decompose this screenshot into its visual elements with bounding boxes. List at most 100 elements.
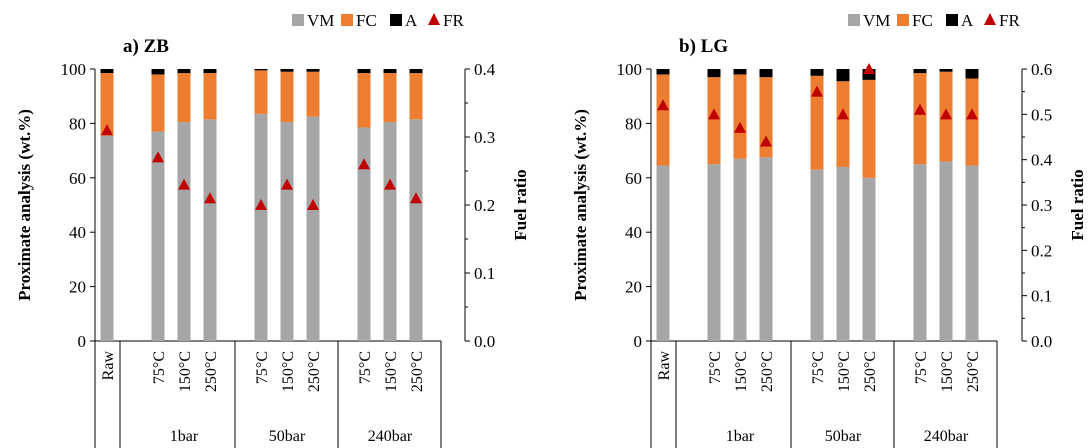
panel-title: a) ZB [123,36,169,57]
y2-tick-label: 0.2 [1031,241,1052,260]
fr-marker-7 [358,158,370,170]
y2-tick-label: 0.1 [1031,287,1052,306]
bar-vm-6 [306,116,320,341]
y2-tick-label: 0.3 [1031,196,1052,215]
legend-swatch-vm [848,14,860,26]
category-label: 150°C [733,351,750,392]
bar-a-5 [280,69,294,72]
y2-tick-label: 0.0 [474,332,495,351]
bar-fc-1 [151,74,165,132]
fr-marker-0 [101,124,113,136]
y-axis-title: Proximate analysis (wt.%) [15,109,34,301]
legend-swatch-fr [984,13,996,25]
fr-marker-6 [307,199,319,210]
y2-tick-label: 0.4 [1031,151,1053,170]
y-tick-label: 100 [61,60,87,79]
legend: VM FC A FR [292,11,464,30]
bar-fc-0 [656,74,670,166]
category-label: 150°C [280,351,297,392]
category-label: 250°C [759,351,776,392]
fr-marker-4 [811,85,823,97]
fr-marker-1 [708,108,720,120]
fr-marker-6 [863,63,875,74]
bar-a-6 [862,69,876,80]
legend-swatch-fc [341,14,353,26]
bar-a-2 [733,69,747,75]
bar-a-3 [759,69,773,78]
category-label: 250°C [965,351,982,392]
bar-vm-6 [862,177,876,341]
legend-swatch-a [390,14,402,26]
category-label: 75°C [151,351,168,384]
bar-a-4 [254,69,268,71]
y-tick-label: 40 [625,223,642,242]
fr-marker-2 [178,178,190,190]
bar-a-5 [836,69,850,82]
fr-marker-8 [940,108,952,120]
fr-marker-5 [837,108,849,120]
bar-vm-3 [759,157,773,341]
category-label: 150°C [383,351,400,392]
category-label: Raw [100,351,117,381]
legend-label-fr: FR [443,11,464,30]
fr-marker-1 [152,151,164,163]
bar-a-1 [707,69,721,78]
y2-tick-label: 0.4 [474,60,496,79]
y2-tick-label: 0.0 [1031,332,1052,351]
legend-label-a: A [961,11,974,30]
category-label: 250°C [203,351,220,392]
bar-a-3 [203,69,217,74]
bar-vm-5 [280,122,294,341]
bar-a-2 [177,69,191,74]
bar-vm-9 [409,119,423,341]
y-tick-label: 0 [634,332,643,351]
fr-marker-8 [384,178,396,190]
bar-fc-6 [862,79,876,178]
chart-panel-1: b) LG 0 20 40 60 80 100 0.0 0.1 0.2 0.3 0.4 0.5 0.6 Ra… [571,11,1087,448]
y2-tick-label: 0.5 [1031,105,1052,124]
group-label: 1bar [726,428,755,445]
y2-tick-label: 0.6 [1031,60,1052,79]
category-label: 250°C [409,351,426,392]
group-label: 50bar [825,428,862,445]
category-label: 150°C [939,351,956,392]
bar-vm-7 [357,127,371,341]
y-tick-label: 20 [625,278,642,297]
bar-a-8 [383,69,397,74]
bar-a-0 [100,69,114,74]
legend-label-vm: VM [863,11,890,30]
bar-a-9 [409,69,423,74]
bar-a-7 [357,69,371,74]
bar-vm-9 [965,165,979,341]
y2-tick-label: 0.1 [474,264,495,283]
bar-a-6 [306,69,320,72]
bar-fc-2 [177,73,191,123]
category-label: 75°C [810,351,827,384]
bar-fc-4 [810,75,824,170]
fr-marker-7 [914,103,926,115]
bar-a-0 [656,69,670,75]
fr-marker-4 [255,199,267,210]
legend: VM FC A FR [848,11,1020,30]
category-label: 75°C [254,351,271,384]
category-label: 250°C [306,351,323,392]
group-label: 240bar [924,428,969,445]
legend-label-vm: VM [307,11,334,30]
bar-fc-3 [203,73,217,120]
y2-axis-title: Fuel ratio [511,169,530,240]
y-tick-label: 100 [617,60,643,79]
bar-fc-2 [733,74,747,159]
y2-tick-label: 0.3 [474,128,495,147]
group-label: 240bar [368,428,413,445]
bar-vm-4 [810,169,824,341]
bar-fc-3 [759,77,773,158]
bar-a-7 [913,69,927,74]
y-tick-label: 80 [69,114,86,133]
category-label: 75°C [707,351,724,384]
legend-swatch-vm [292,14,304,26]
bar-fc-7 [913,73,927,165]
bar-a-8 [939,69,953,72]
y-tick-label: 60 [625,169,642,188]
legend-label-fc: FC [912,11,933,30]
